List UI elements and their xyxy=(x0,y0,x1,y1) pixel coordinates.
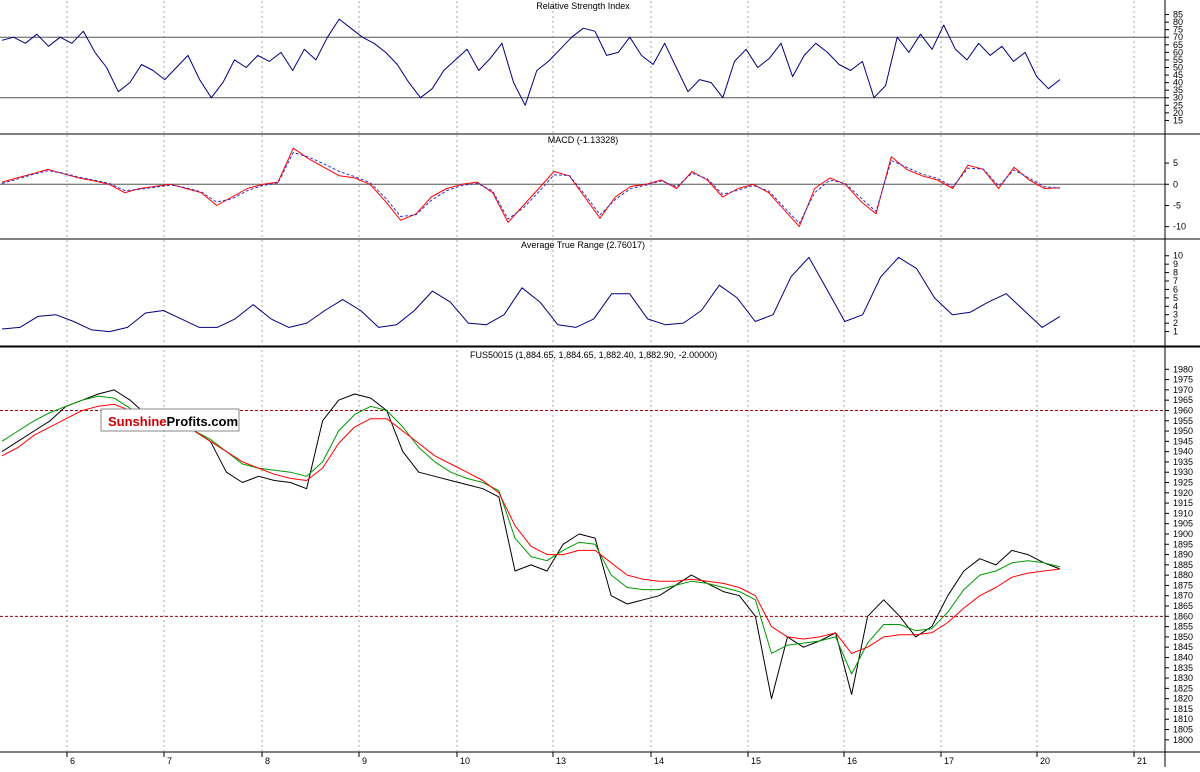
panel-2-ytick-label-3: -5 xyxy=(1173,200,1181,210)
panel-4-ytick-label-23: 1910 xyxy=(1173,508,1193,518)
panel-4-ytick-label-14: 1865 xyxy=(1173,601,1193,611)
x-tick-label-7: 14 xyxy=(654,756,664,766)
panel-1-ytick-label-14: 80 xyxy=(1173,17,1183,27)
panel-4-ytick-label-25: 1920 xyxy=(1173,488,1193,498)
panel-1-ytick-label-2: 20 xyxy=(1173,108,1183,118)
panel-4-ytick-label-35: 1970 xyxy=(1173,385,1193,395)
panel-1-ytick-label-9: 55 xyxy=(1173,55,1183,65)
panel-4-ytick-label-20: 1895 xyxy=(1173,539,1193,549)
panel-4-ytick-label-16: 1875 xyxy=(1173,580,1193,590)
panel-2-ytick-label-1: 5 xyxy=(1173,158,1178,168)
panel-3-ytick-label-10: 10 xyxy=(1173,251,1183,261)
x-tick-label-9: 16 xyxy=(847,756,857,766)
brand-part1: Sunshine xyxy=(108,414,167,429)
panel-2-ytick-label-2: 0 xyxy=(1173,179,1178,189)
x-tick-label-3: 8 xyxy=(265,756,270,766)
x-tick-label-2: 7 xyxy=(167,756,172,766)
panel-3-series-1-line xyxy=(1,256,1061,333)
brand-logo-box xyxy=(100,408,240,432)
panel-4-ytick-label-22: 1905 xyxy=(1173,519,1193,529)
panel-1-ytick-label-4: 30 xyxy=(1173,93,1183,103)
panel-4-ytick-label-34: 1965 xyxy=(1173,395,1193,405)
panel-1-ytick-label-7: 45 xyxy=(1173,70,1183,80)
panel-4-ytick-label-8: 1835 xyxy=(1173,663,1193,673)
panel-3-ytick-label-9: 9 xyxy=(1173,259,1178,269)
panel-2-title: MACD (-1.13328) xyxy=(548,135,619,145)
x-tick-label-1: 6 xyxy=(70,756,75,766)
panel-1-ytick-label-5: 35 xyxy=(1173,85,1183,95)
panel-3-ytick-label-6: 6 xyxy=(1173,284,1178,294)
panel-3-ytick-label-5: 5 xyxy=(1173,293,1178,303)
x-tick-label-8: 15 xyxy=(751,756,761,766)
panel-3-title: Average True Range (2.76017) xyxy=(521,240,645,250)
panel-4-ytick-label-27: 1930 xyxy=(1173,467,1193,477)
panel-4-ytick-label-13: 1860 xyxy=(1173,611,1193,621)
panel-3-ytick-label-8: 8 xyxy=(1173,268,1178,278)
panel-4-ytick-label-12: 1855 xyxy=(1173,622,1193,632)
panel-1-title: Relative Strength Index xyxy=(536,1,630,11)
panel-4-ytick-label-1: 1800 xyxy=(1173,735,1193,745)
panel-4-ytick-label-36: 1975 xyxy=(1173,375,1193,385)
panel-4-ytick-label-24: 1915 xyxy=(1173,498,1193,508)
panel-4-ytick-label-28: 1935 xyxy=(1173,457,1193,467)
panel-4-ytick-label-30: 1945 xyxy=(1173,436,1193,446)
brand-part2: Profits.com xyxy=(167,414,239,429)
panel-4-ytick-label-21: 1900 xyxy=(1173,529,1193,539)
brand-logo: SunshineProfits.com xyxy=(100,408,240,432)
panel-4-title: FUS50015 (1,884.65, 1,884.65, 1,882.40, … xyxy=(470,350,717,360)
panel-4-ytick-label-4: 1815 xyxy=(1173,704,1193,714)
panel-4-ytick-label-9: 1840 xyxy=(1173,652,1193,662)
x-tick-label-10: 17 xyxy=(944,756,954,766)
panel-1-ytick-label-10: 60 xyxy=(1173,47,1183,57)
panel-4-ytick-label-7: 1830 xyxy=(1173,673,1193,683)
panel-4-ytick-label-26: 1925 xyxy=(1173,478,1193,488)
panel-3-ytick-label-1: 1 xyxy=(1173,327,1178,337)
brand-logo-text: SunshineProfits.com xyxy=(108,414,238,429)
panel-4-ytick-label-5: 1820 xyxy=(1173,694,1193,704)
panel-3-ytick-label-2: 2 xyxy=(1173,318,1178,328)
panel-2-series-2-line xyxy=(1,152,1061,224)
panel-1-ytick-label-12: 70 xyxy=(1173,32,1183,42)
panel-4-ytick-label-2: 1805 xyxy=(1173,725,1193,735)
panel-1-ytick-label-1: 15 xyxy=(1173,115,1183,125)
panel-1-ytick-label-11: 65 xyxy=(1173,40,1183,50)
panel-4-ytick-label-29: 1940 xyxy=(1173,447,1193,457)
x-tick-label-4: 9 xyxy=(362,756,367,766)
panel-1-ytick-label-6: 40 xyxy=(1173,78,1183,88)
panel-1-ytick-label-3: 25 xyxy=(1173,100,1183,110)
x-tick-label-6: 13 xyxy=(556,756,566,766)
panel-1-ytick-label-13: 75 xyxy=(1173,25,1183,35)
panel-1-ytick-label-15: 85 xyxy=(1173,10,1183,20)
panel-4-ytick-label-32: 1955 xyxy=(1173,416,1193,426)
x-tick-label-5: 10 xyxy=(460,756,470,766)
panel-4-ytick-label-17: 1880 xyxy=(1173,570,1193,580)
panel-4-ytick-label-6: 1825 xyxy=(1173,683,1193,693)
panel-4-ytick-label-15: 1870 xyxy=(1173,591,1193,601)
panel-4-ytick-label-3: 1810 xyxy=(1173,714,1193,724)
panel-4-ytick-label-31: 1950 xyxy=(1173,426,1193,436)
panel-4-ytick-label-37: 1980 xyxy=(1173,364,1193,374)
grid-layer xyxy=(0,1,1165,751)
panel-3-ytick-label-4: 4 xyxy=(1173,301,1178,311)
panel-4-ytick-label-33: 1960 xyxy=(1173,405,1193,415)
panel-3-ytick-label-7: 7 xyxy=(1173,276,1178,286)
x-tick-label-11: 20 xyxy=(1040,756,1050,766)
panel-1-series-1-line xyxy=(1,18,1061,106)
panel-4-ytick-label-18: 1885 xyxy=(1173,560,1193,570)
panel-3-ytick-label-3: 3 xyxy=(1173,310,1178,320)
panel-4-ytick-label-10: 1845 xyxy=(1173,642,1193,652)
panel-1-ytick-label-8: 50 xyxy=(1173,62,1183,72)
panel-4-ytick-label-11: 1850 xyxy=(1173,632,1193,642)
panel-2-ytick-label-4: -10 xyxy=(1173,222,1186,232)
x-tick-label-12: 21 xyxy=(1137,756,1147,766)
panel-4-ytick-label-19: 1890 xyxy=(1173,550,1193,560)
